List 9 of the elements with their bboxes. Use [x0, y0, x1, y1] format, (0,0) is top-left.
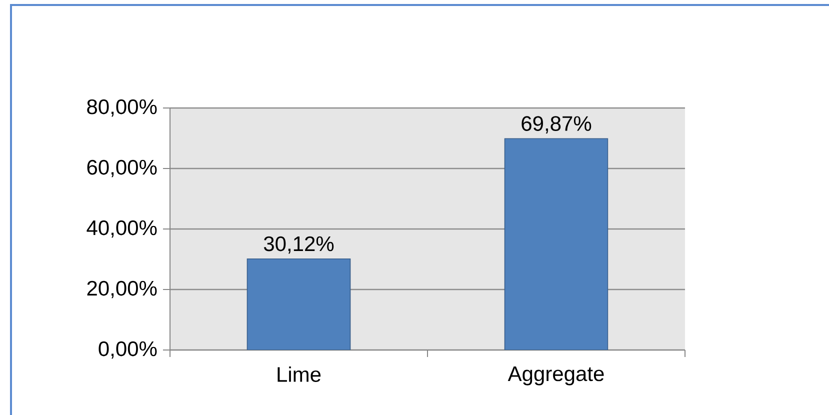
y-tick-label: 60,00% — [87, 160, 157, 178]
data-label: 30,12% — [264, 236, 334, 254]
x-tick-label: Aggregate — [508, 366, 604, 386]
y-tick-label: 0,00% — [98, 341, 157, 359]
y-tick-label: 80,00% — [87, 99, 157, 117]
y-tick-label: 40,00% — [86, 220, 157, 238]
x-tick-label: Lime — [278, 366, 321, 382]
y-tick-label: 20,00% — [87, 280, 157, 298]
data-label: 69,87% — [522, 116, 592, 134]
